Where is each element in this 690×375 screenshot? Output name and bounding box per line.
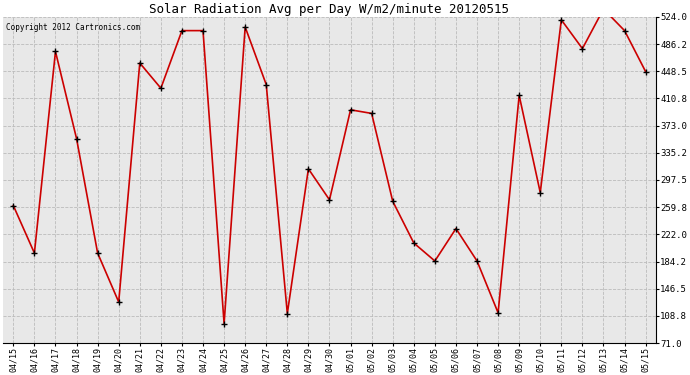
Text: Copyright 2012 Cartronics.com: Copyright 2012 Cartronics.com <box>6 24 140 33</box>
Title: Solar Radiation Avg per Day W/m2/minute 20120515: Solar Radiation Avg per Day W/m2/minute … <box>150 3 509 16</box>
